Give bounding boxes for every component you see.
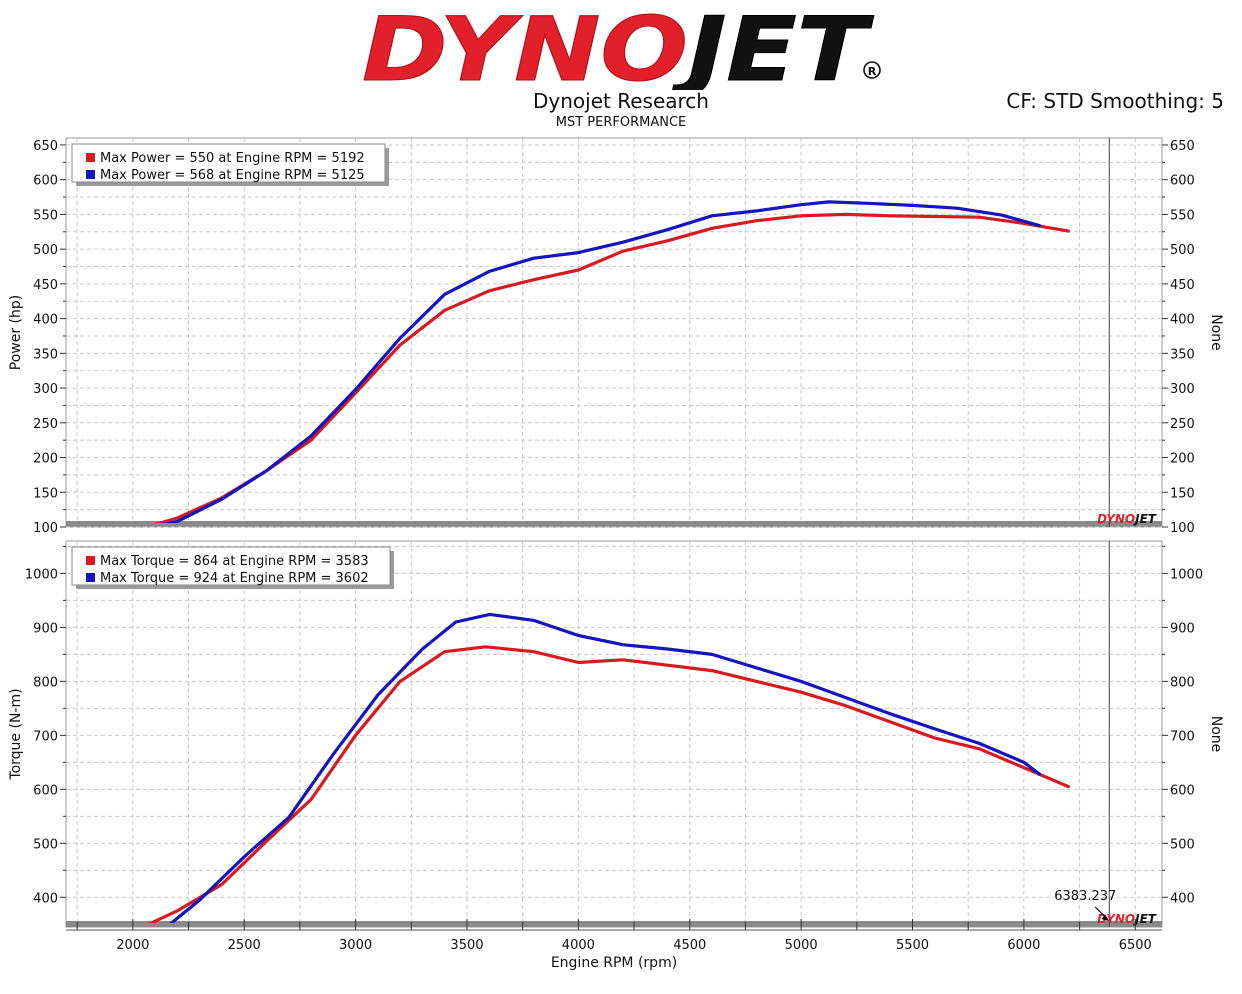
power-series-1-line bbox=[154, 212, 1071, 523]
ytick-label-right: 900 bbox=[1170, 621, 1195, 636]
ytick-label-left: 500 bbox=[33, 243, 58, 258]
logo-part-jet: JET bbox=[670, 4, 874, 90]
watermark-logo-torque: DYNOJET bbox=[1097, 912, 1157, 926]
right-label-power: None bbox=[1208, 314, 1224, 351]
registered-mark-circle bbox=[863, 61, 881, 79]
ytick-label-left: 800 bbox=[33, 675, 58, 690]
xtick-label: 2500 bbox=[228, 938, 261, 953]
xtick-label: 6500 bbox=[1119, 938, 1152, 953]
ytick-label-right: 600 bbox=[1170, 174, 1195, 189]
power-series-2-line bbox=[164, 200, 1042, 523]
ytick-label-right: 200 bbox=[1170, 452, 1195, 467]
dynojet-logo: DYNO JET R bbox=[362, 4, 881, 90]
ytick-label-left: 1000 bbox=[25, 567, 58, 582]
legend-box-power bbox=[71, 143, 386, 183]
correction-settings: CF: STD Smoothing: 5 bbox=[1006, 89, 1224, 113]
ytick-label-right: 400 bbox=[1170, 313, 1195, 328]
ytick-label-right: 350 bbox=[1170, 347, 1195, 362]
ylabel-power: Power (hp) bbox=[8, 295, 24, 370]
x-axis-label: Engine RPM (rpm) bbox=[551, 955, 677, 971]
ytick-label-right: 800 bbox=[1170, 675, 1195, 690]
chart-title: Dynojet Research bbox=[533, 89, 709, 113]
ytick-label-right: 600 bbox=[1170, 783, 1195, 798]
watermark-dyno: DYNO bbox=[1097, 512, 1135, 526]
ytick-label-right: 250 bbox=[1170, 417, 1195, 432]
ytick-label-right: 650 bbox=[1170, 139, 1195, 154]
legend-entry-1: Max Power = 550 at Engine RPM = 5192 bbox=[100, 151, 365, 166]
ytick-label-left: 150 bbox=[33, 486, 58, 501]
axis-band-power bbox=[66, 521, 1162, 527]
xtick-label: 6000 bbox=[1007, 938, 1040, 953]
torque-series-2-line bbox=[168, 612, 1042, 923]
xtick-label: 2000 bbox=[116, 938, 149, 953]
watermark-jet: JET bbox=[1133, 912, 1157, 926]
ytick-label-right: 300 bbox=[1170, 382, 1195, 397]
ytick-label-left: 100 bbox=[33, 521, 58, 536]
cursor-arrow-head bbox=[1101, 915, 1110, 921]
ytick-label-right: 400 bbox=[1170, 891, 1195, 906]
ytick-label-right: 100 bbox=[1170, 521, 1195, 536]
ytick-label-right: 500 bbox=[1170, 837, 1195, 852]
ytick-label-right: 500 bbox=[1170, 243, 1195, 258]
watermark-jet: JET bbox=[1133, 512, 1157, 526]
ytick-label-right: 1000 bbox=[1170, 567, 1203, 582]
ytick-label-right: 550 bbox=[1170, 208, 1195, 223]
xtick-label: 4000 bbox=[562, 938, 595, 953]
legend-swatch-1 bbox=[86, 153, 95, 162]
xtick-label: 4500 bbox=[673, 938, 706, 953]
plot-frame-torque bbox=[65, 540, 1163, 928]
legend-swatch-2 bbox=[86, 170, 95, 179]
ytick-label-left: 900 bbox=[33, 621, 58, 636]
xtick-label: 5000 bbox=[785, 938, 818, 953]
ytick-label-left: 500 bbox=[33, 837, 58, 852]
xtick-label: 3500 bbox=[450, 938, 483, 953]
cursor-readout: 6383.237 bbox=[1054, 889, 1116, 904]
xtick-label: 3000 bbox=[339, 938, 372, 953]
ytick-label-left: 700 bbox=[33, 729, 58, 744]
ytick-label-left: 400 bbox=[33, 891, 58, 906]
ytick-label-left: 400 bbox=[33, 313, 58, 328]
xtick-label: 5500 bbox=[896, 938, 929, 953]
legend-swatch-1 bbox=[86, 556, 95, 565]
logo-text-dyno: DYNO JET bbox=[362, 4, 874, 90]
legend-entry-2: Max Torque = 924 at Engine RPM = 3602 bbox=[100, 571, 369, 586]
ytick-label-left: 550 bbox=[33, 208, 58, 223]
legend-entry-2: Max Power = 568 at Engine RPM = 5125 bbox=[100, 168, 365, 183]
ytick-label-right: 450 bbox=[1170, 278, 1195, 293]
legend-swatch-2 bbox=[86, 573, 95, 582]
ytick-label-left: 300 bbox=[33, 382, 58, 397]
ylabel-torque: Torque (N-m) bbox=[8, 688, 24, 780]
ytick-label-left: 200 bbox=[33, 452, 58, 467]
torque-series-1-line bbox=[147, 645, 1071, 923]
ytick-label-left: 350 bbox=[33, 347, 58, 362]
ytick-label-left: 650 bbox=[33, 139, 58, 154]
logo-part-dyno: DYNO bbox=[362, 4, 688, 90]
watermark-dyno: DYNO bbox=[1097, 912, 1135, 926]
ytick-label-left: 250 bbox=[33, 417, 58, 432]
ytick-label-left: 450 bbox=[33, 278, 58, 293]
ytick-label-left: 600 bbox=[33, 174, 58, 189]
watermark-logo-power: DYNOJET bbox=[1097, 512, 1157, 526]
right-label-torque: None bbox=[1208, 716, 1224, 753]
registered-mark: R bbox=[868, 65, 877, 78]
legend-entry-1: Max Torque = 864 at Engine RPM = 3583 bbox=[100, 554, 369, 569]
plot-frame-power bbox=[65, 137, 1163, 528]
legend-box-torque bbox=[71, 546, 391, 586]
ytick-label-right: 700 bbox=[1170, 729, 1195, 744]
shop-name: MST PERFORMANCE bbox=[555, 115, 687, 130]
axis-band-torque bbox=[66, 921, 1162, 927]
ytick-label-left: 600 bbox=[33, 783, 58, 798]
ytick-label-right: 150 bbox=[1170, 486, 1195, 501]
